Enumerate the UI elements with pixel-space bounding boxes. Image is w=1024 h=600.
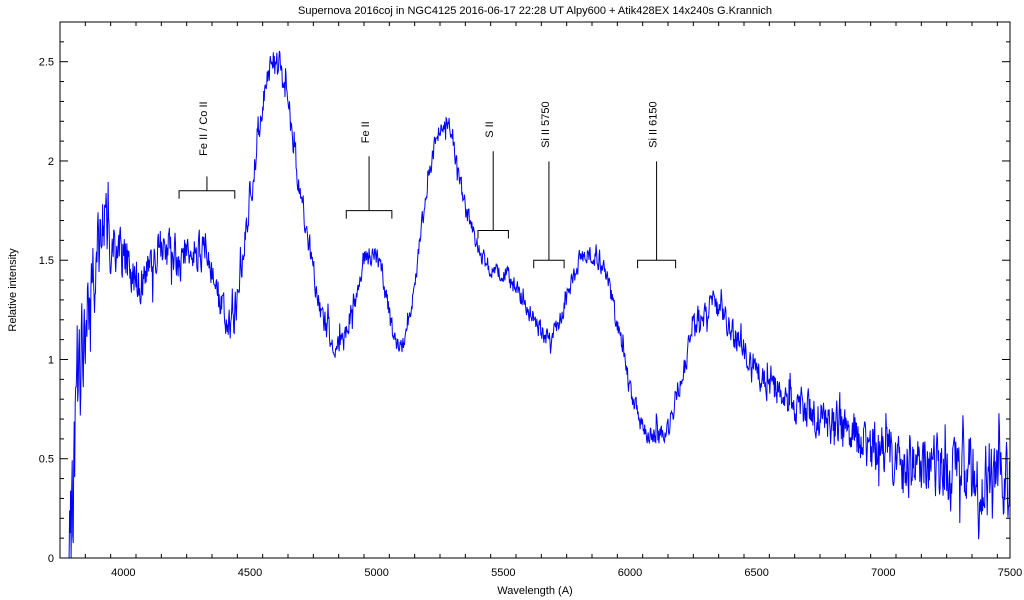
y-tick-label: 0.5 xyxy=(39,454,54,466)
chart-title: Supernova 2016coj in NGC4125 2016-06-17 … xyxy=(298,5,772,17)
spectrum-chart: Fe II / Co II Fe II S II Si II 5750 Si II 61… xyxy=(0,0,1024,600)
plot-background xyxy=(0,0,1024,600)
x-tick-label: 4500 xyxy=(238,567,262,579)
x-tick-label: 5000 xyxy=(364,567,388,579)
y-tick-label: 2 xyxy=(48,156,54,168)
y-tick-label: 1.5 xyxy=(39,255,54,267)
annotation-label: Si II 5750 xyxy=(540,101,552,147)
annotation-label: Fe II xyxy=(360,121,372,143)
x-tick-label: 4000 xyxy=(111,567,135,579)
y-tick-label: 1 xyxy=(48,354,54,366)
x-tick-label: 6500 xyxy=(744,567,768,579)
x-tick-label: 5500 xyxy=(491,567,515,579)
x-axis-label: Wavelength (A) xyxy=(497,585,572,597)
x-tick-label: 7500 xyxy=(998,567,1022,579)
annotation-label: Si II 6150 xyxy=(648,101,660,147)
x-tick-label: 7000 xyxy=(871,567,895,579)
y-tick-label: 2.5 xyxy=(39,57,54,69)
annotation-label: Fe II / Co II xyxy=(198,101,210,155)
y-tick-label: 0 xyxy=(48,553,54,565)
y-axis-label: Relative intensity xyxy=(7,248,19,332)
annotation-label: S II xyxy=(484,121,496,138)
x-tick-label: 6000 xyxy=(618,567,642,579)
